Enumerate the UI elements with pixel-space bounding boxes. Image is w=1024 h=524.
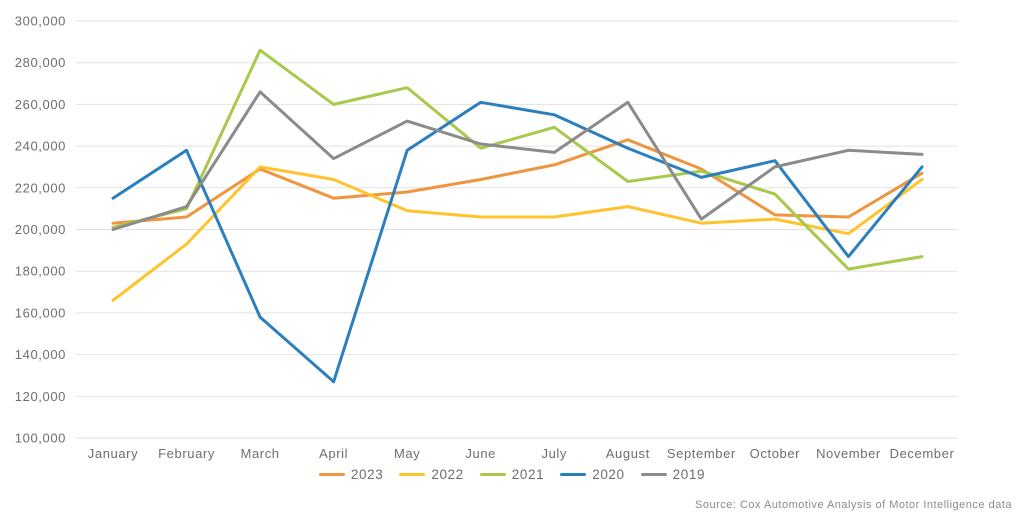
x-axis-label: June xyxy=(465,446,496,461)
legend-item-2019: 2019 xyxy=(640,467,706,482)
y-axis-label: 220,000 xyxy=(15,180,66,195)
legend-swatch-2021 xyxy=(479,473,506,476)
legend-item-2021: 2021 xyxy=(479,467,545,482)
x-axis-label: November xyxy=(816,446,881,461)
series-line-2020 xyxy=(111,100,924,384)
x-axis-label: February xyxy=(158,446,215,461)
y-axis-label: 300,000 xyxy=(15,14,66,29)
legend-label: 2021 xyxy=(511,467,545,482)
y-axis-label: 160,000 xyxy=(15,305,66,320)
legend-swatch-2022 xyxy=(399,473,426,476)
legend: 2023 2022 2021 2020 2019 xyxy=(0,467,1024,482)
y-axis-label: 240,000 xyxy=(15,139,66,154)
legend-item-2020: 2020 xyxy=(560,467,624,482)
y-axis-label: 100,000 xyxy=(15,431,66,446)
line-chart: 100,000 120,000 140,000 160,000 180,000 200,0… xyxy=(15,14,958,461)
y-axis-label: 120,000 xyxy=(15,389,66,404)
x-axis-label: September xyxy=(667,446,736,461)
legend-swatch-2020 xyxy=(560,473,587,476)
legend-item-2022: 2022 xyxy=(399,467,463,482)
y-axis-label: 200,000 xyxy=(15,222,66,237)
y-axis-label: 280,000 xyxy=(15,55,66,70)
y-axis-label: 140,000 xyxy=(15,347,66,362)
legend-label: 2020 xyxy=(592,467,625,482)
series-line-2022 xyxy=(111,165,924,302)
legend-swatch-2019 xyxy=(640,473,667,476)
x-axis-label: August xyxy=(606,446,650,461)
series-line-2021 xyxy=(111,48,924,271)
source-note: Source: Cox Automotive Analysis of Motor… xyxy=(695,499,1012,511)
series-line-2019 xyxy=(111,90,924,231)
legend-label: 2019 xyxy=(672,467,706,482)
x-axis-label: July xyxy=(542,446,568,461)
x-axis-label: December xyxy=(890,446,955,461)
x-axis-label: October xyxy=(750,446,801,461)
x-axis-label: April xyxy=(319,446,348,461)
x-axis-label: January xyxy=(88,446,138,461)
x-axis-label: March xyxy=(241,446,280,461)
legend-item-2023: 2023 xyxy=(318,467,384,482)
x-axis-label: May xyxy=(394,446,420,461)
y-axis-label: 260,000 xyxy=(15,97,66,112)
legend-label: 2023 xyxy=(350,467,384,482)
legend-swatch-2023 xyxy=(318,473,345,476)
series-line-2023 xyxy=(111,138,924,225)
y-axis-label: 180,000 xyxy=(15,264,66,279)
legend-label: 2022 xyxy=(431,467,464,482)
